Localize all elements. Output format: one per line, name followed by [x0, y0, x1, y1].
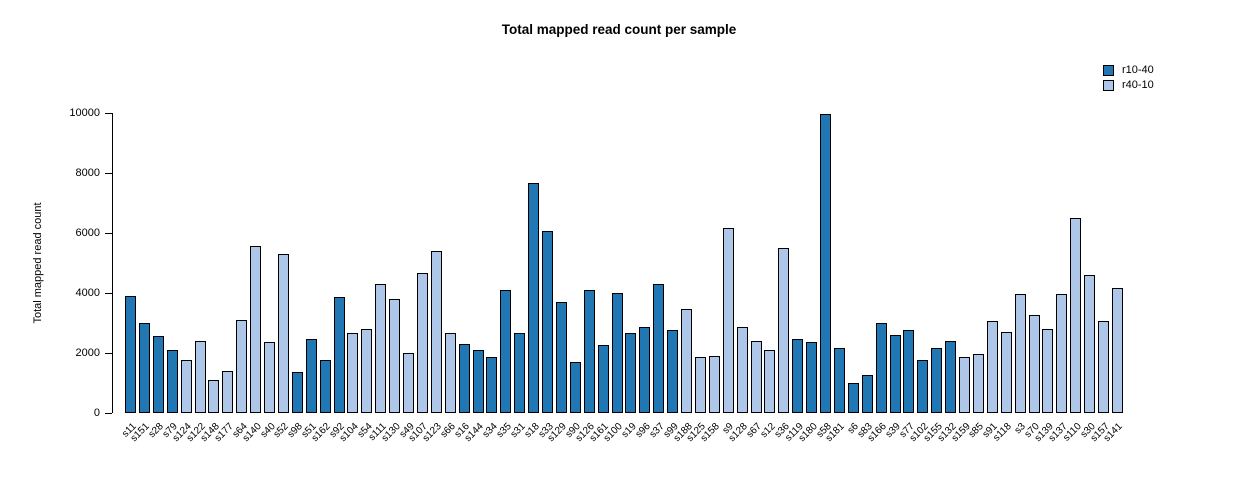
bar-s39	[889, 335, 901, 413]
bar-s126	[583, 290, 595, 413]
bar-s34	[486, 357, 498, 413]
bar-s64	[236, 320, 248, 413]
bar-s129	[555, 302, 567, 413]
bar-s119	[792, 339, 804, 413]
bar-s96	[639, 327, 651, 413]
bar-s104	[347, 333, 359, 413]
bar-s70	[1028, 315, 1040, 413]
y-tick-mark	[105, 353, 112, 354]
bar-s19	[625, 333, 637, 413]
bar-s130	[389, 299, 401, 413]
bar-s151	[138, 323, 150, 413]
bar-s110	[1070, 218, 1082, 413]
bar-s139	[1042, 329, 1054, 413]
bar-s155	[931, 348, 943, 413]
bar-s137	[1056, 294, 1068, 413]
bar-s58	[820, 114, 831, 413]
y-tick-label: 10000	[69, 107, 100, 119]
bar-s158	[708, 356, 720, 413]
bar-s100	[611, 293, 623, 413]
bar-s177	[222, 371, 234, 413]
bar-s111	[375, 284, 387, 413]
bar-s12	[764, 350, 776, 413]
legend-swatch-r10-40	[1103, 65, 1114, 76]
bar-s102	[917, 360, 929, 413]
bar-s118	[1000, 332, 1012, 413]
bar-s51	[305, 339, 317, 413]
bar-s83	[861, 375, 873, 413]
bar-s159	[959, 357, 970, 413]
bar-s3	[1014, 294, 1026, 413]
bar-s37	[653, 284, 665, 413]
bar-s128	[736, 327, 748, 413]
bar-s122	[194, 341, 206, 413]
legend: r10-40 r40-10	[1103, 63, 1154, 93]
bar-s180	[806, 342, 818, 413]
bar-s124	[180, 360, 192, 413]
y-tick-mark	[105, 113, 112, 114]
bar-s99	[667, 330, 679, 413]
y-tick-label: 0	[93, 407, 100, 419]
legend-swatch-r40-10	[1103, 80, 1114, 91]
bar-s79	[166, 350, 178, 413]
bar-s161	[597, 345, 609, 413]
y-tick-label: 4000	[75, 287, 100, 299]
y-tick-mark	[105, 413, 112, 414]
bar-s140	[250, 246, 262, 413]
bar-s16	[458, 344, 470, 413]
bar-s33	[542, 231, 553, 413]
bar-s35	[500, 290, 512, 413]
legend-label-r40-10: r40-10	[1122, 79, 1154, 91]
bar-s49	[403, 353, 414, 413]
bar-s85	[972, 354, 984, 413]
bar-s125	[694, 357, 706, 413]
bar-s90	[569, 362, 581, 413]
bar-s6	[847, 383, 859, 413]
chart-title: Total mapped read count per sample	[501, 22, 737, 37]
bar-s144	[472, 350, 484, 413]
bar-s107	[416, 273, 428, 413]
bar-s91	[986, 321, 998, 413]
bar-s77	[903, 330, 915, 413]
bar-s18	[528, 183, 540, 413]
bar-s9	[722, 228, 734, 413]
y-tick-mark	[105, 293, 112, 294]
legend-row-r40-10: r40-10	[1103, 78, 1154, 93]
bar-s36	[778, 248, 790, 413]
bar-s166	[875, 323, 887, 413]
bar-s181	[833, 348, 845, 413]
y-tick-mark	[105, 173, 112, 174]
bar-s52	[277, 254, 289, 413]
y-tick-mark	[105, 233, 112, 234]
bar-s188	[681, 309, 692, 413]
bar-s30	[1084, 275, 1096, 413]
bar-s162	[319, 360, 331, 413]
bar-s92	[333, 297, 345, 413]
bar-s40	[264, 342, 275, 413]
bar-s148	[208, 380, 220, 413]
bar-s54	[361, 329, 373, 413]
legend-row-r10-40: r10-40	[1103, 63, 1154, 78]
bar-s132	[945, 341, 957, 413]
bar-s157	[1098, 321, 1109, 413]
y-tick-label: 2000	[75, 347, 100, 359]
bar-s98	[291, 372, 303, 413]
y-tick-label: 6000	[75, 227, 100, 239]
bar-s141	[1111, 288, 1123, 413]
bar-s28	[152, 336, 164, 413]
bar-s11	[125, 296, 136, 413]
y-tick-label: 8000	[75, 167, 100, 179]
legend-label-r10-40: r10-40	[1122, 64, 1154, 76]
bar-s31	[514, 333, 526, 413]
y-axis-line	[112, 113, 113, 413]
bar-s123	[430, 251, 442, 413]
bar-s66	[444, 333, 456, 413]
y-axis-title: Total mapped read count	[32, 202, 44, 324]
bar-s67	[750, 341, 762, 413]
